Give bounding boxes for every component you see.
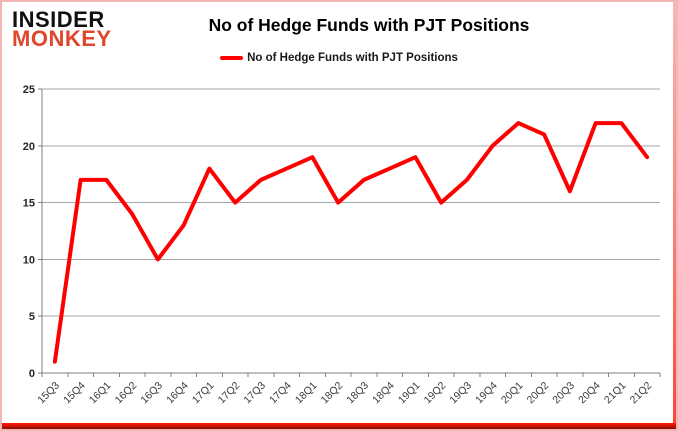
legend-line-marker [220,56,244,60]
x-tick-label: 16Q3 [138,380,165,407]
x-tick-label: 18Q4 [370,380,397,407]
x-tick-label: 16Q4 [164,380,191,407]
y-tick-label: 10 [23,254,35,266]
legend-label: No of Hedge Funds with PJT Positions [247,52,458,64]
x-tick-label: 15Q3 [35,380,62,407]
y-tick-label: 25 [23,84,35,96]
x-tick-label: 16Q2 [113,380,140,407]
x-tick-label: 18Q3 [344,380,371,407]
x-tick-label: 20Q3 [550,380,577,407]
x-tick-label: 18Q1 [293,380,320,407]
x-tick-label: 17Q2 [216,380,243,407]
x-tick-label: 17Q4 [267,380,294,407]
x-tick-label: 18Q2 [319,380,346,407]
x-tick-label: 20Q1 [499,380,526,407]
x-tick-label: 15Q4 [61,380,88,407]
x-tick-label: 21Q1 [602,380,629,407]
x-tick-label: 19Q3 [447,380,474,407]
logo-insider-text: INSIDER [12,7,105,32]
x-tick-label: 20Q4 [576,380,603,407]
x-tick-label: 19Q4 [473,380,500,407]
x-tick-label: 19Q1 [396,380,423,407]
y-tick-label: 5 [29,311,35,323]
x-tick-label: 20Q2 [525,380,552,407]
y-tick-label: 0 [29,368,35,380]
insider-monkey-logo: INSIDER MONKEY [12,7,112,51]
x-tick-label: 21Q2 [628,380,655,407]
x-tick-label: 16Q1 [87,380,114,407]
logo-monkey-text: MONKEY [12,25,112,51]
x-tick-label: 17Q3 [241,380,268,407]
y-tick-label: 20 [23,141,35,153]
series-line [52,121,650,364]
x-tick-label: 17Q1 [190,380,217,407]
x-tick-label: 19Q2 [422,380,449,407]
chart-title: No of Hedge Funds with PJT Positions [208,15,530,35]
y-tick-label: 15 [23,198,35,210]
legend: No of Hedge Funds with PJT Positions [2,52,676,64]
